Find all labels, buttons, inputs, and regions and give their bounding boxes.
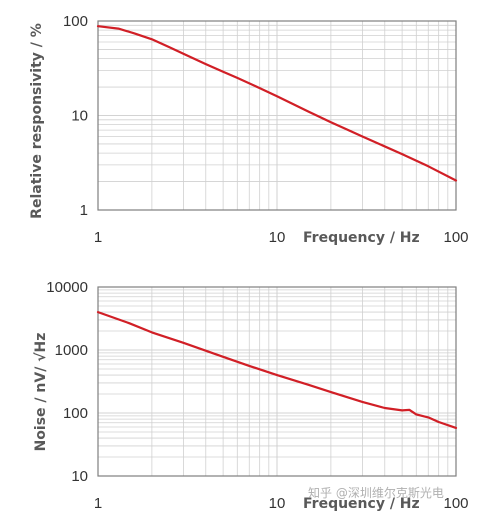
- y-tick-label: 10: [71, 468, 88, 485]
- plot-frame: [97, 286, 457, 477]
- x-tick-label: 10: [269, 495, 286, 512]
- watermark-text: 知乎 @深圳维尔克斯光电: [308, 485, 444, 500]
- plot-frame: [97, 20, 457, 211]
- y-tick-label: 10: [71, 108, 88, 125]
- x-axis-label-responsivity: Frequency / Hz: [303, 230, 420, 246]
- y-tick-label: 1000: [55, 342, 88, 359]
- noise-panel: 1 10 100 10000 1000 100 10: [46, 279, 468, 512]
- series-line: [96, 25, 458, 182]
- series-line: [96, 311, 458, 429]
- responsivity-panel: 1 10 100 100 10 1: [63, 13, 469, 246]
- x-tick-label: 10: [269, 229, 286, 246]
- x-tick-label: 1: [94, 495, 102, 512]
- y-tick-label: 100: [63, 405, 88, 422]
- y-axis-label-noise: Noise / nV/ √Hz: [33, 333, 49, 452]
- x-axis-label-noise: Frequency / Hz: [303, 496, 420, 512]
- y-axis-label-responsivity: Relative responsivity / %: [29, 23, 45, 219]
- x-tick-label: 1: [94, 229, 102, 246]
- y-tick-label: 1: [80, 202, 88, 219]
- x-tick-label: 100: [443, 229, 468, 246]
- x-tick-label: 100: [443, 495, 468, 512]
- y-tick-label: 10000: [46, 279, 88, 296]
- y-tick-label: 100: [63, 13, 88, 30]
